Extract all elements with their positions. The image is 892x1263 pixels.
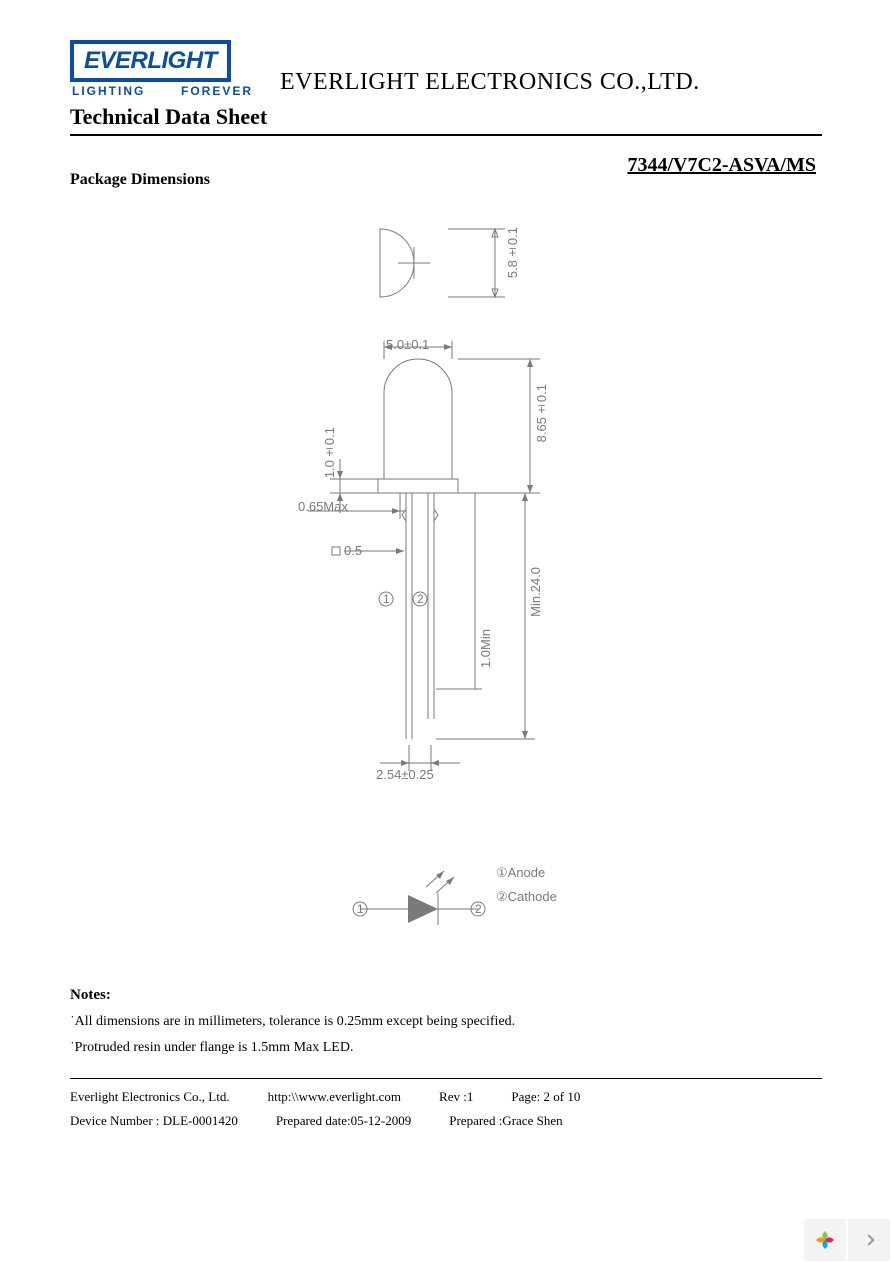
logo-block: EVERLIGHT LIGHTING FOREVER — [70, 40, 260, 98]
footer-rule — [70, 1078, 822, 1079]
svg-text:1: 1 — [357, 902, 364, 916]
company-name: EVERLIGHT ELECTRONICS CO.,LTD. — [280, 69, 700, 98]
footer-prepared-date: Prepared date:05-12-2009 — [276, 1113, 411, 1129]
widget-next-button[interactable] — [848, 1219, 890, 1261]
doc-title: Technical Data Sheet — [70, 104, 822, 130]
dim-lead-short: 1.0Min — [478, 629, 493, 668]
dim-lead-protrude: 0.65Max — [298, 499, 348, 514]
svg-text:2: 2 — [417, 592, 424, 606]
svg-text:1: 1 — [383, 592, 390, 606]
dim-lead-pitch: 2.54±0.25 — [376, 767, 434, 782]
footer-prepared-by: Prepared :Grace Shen — [449, 1113, 562, 1129]
symbol-anode: ①Anode — [496, 865, 545, 881]
chevron-right-icon — [863, 1234, 874, 1245]
footer-company: Everlight Electronics Co., Ltd. — [70, 1089, 230, 1105]
dim-width: 5.0±0.1 — [386, 337, 429, 352]
footer-rev: Rev :1 — [439, 1089, 473, 1105]
logo-text: EVERLIGHT — [84, 47, 217, 74]
corner-widget — [802, 1219, 890, 1261]
footer-page: Page: 2 of 10 — [511, 1089, 580, 1105]
tagline-right: FOREVER — [181, 84, 253, 98]
dim-flange: 1.0±0.1 — [322, 427, 337, 478]
dim-lead-square: 0.5 — [344, 543, 362, 558]
package-diagram: 1 2 — [70, 209, 822, 969]
tagline-left: LIGHTING — [72, 84, 145, 98]
dim-body-height: 8.65±0.1 — [534, 384, 549, 442]
dim-top-diameter: 5.8±0.1 — [505, 227, 520, 278]
note-1: ˙All dimensions are in millimeters, tole… — [70, 1014, 822, 1030]
footer-device: Device Number : DLE-0001420 — [70, 1113, 238, 1129]
header-rule — [70, 134, 822, 136]
notes-title: Notes: — [70, 987, 822, 1004]
header: EVERLIGHT LIGHTING FOREVER EVERLIGHT ELE… — [70, 40, 822, 98]
footer-url: http:\\www.everlight.com — [268, 1089, 401, 1105]
dim-lead-long: Min.24.0 — [528, 567, 543, 617]
svg-text:2: 2 — [475, 902, 482, 916]
logo-tagline: LIGHTING FOREVER — [70, 84, 255, 98]
widget-logo-icon[interactable] — [804, 1219, 846, 1261]
note-2: ˙Protruded resin under flange is 1.5mm M… — [70, 1040, 822, 1056]
symbol-cathode: ②Cathode — [496, 889, 557, 905]
footer: Everlight Electronics Co., Ltd. http:\\w… — [70, 1089, 822, 1129]
logo-box: EVERLIGHT — [70, 40, 231, 82]
